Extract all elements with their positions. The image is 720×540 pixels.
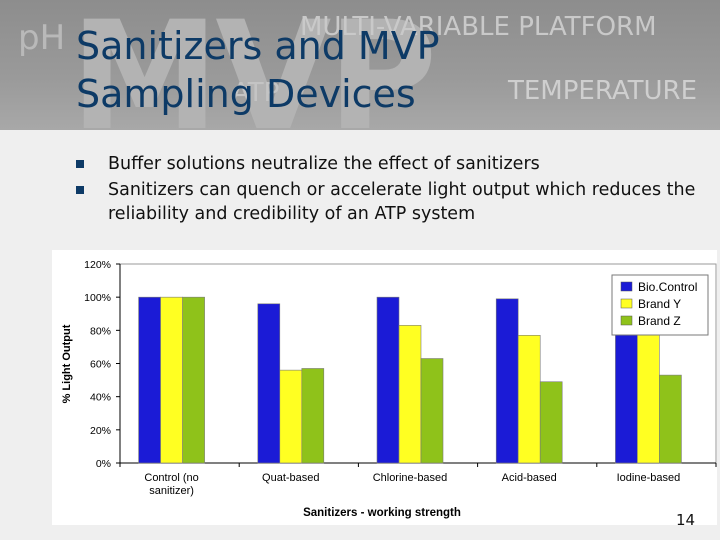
- slide-title: Sanitizers and MVP Sampling Devices: [76, 22, 440, 118]
- y-tick-label: 100%: [84, 292, 111, 304]
- square-bullet-icon: [76, 186, 84, 194]
- legend-label-1: Bio.Control: [638, 280, 697, 294]
- bullet-item: Sanitizers can quench or accelerate ligh…: [76, 178, 696, 226]
- legend-label-2: Brand Y: [638, 297, 681, 311]
- x-category-label: Control (no: [144, 472, 198, 484]
- y-tick-label: 120%: [84, 259, 111, 271]
- bar-2-3: [398, 325, 422, 464]
- bullet-text: Sanitizers can quench or accelerate ligh…: [108, 180, 696, 224]
- x-axis-title: Sanitizers - working strength: [303, 507, 461, 519]
- bar-1-4: [495, 298, 519, 464]
- bar-3-5: [659, 374, 682, 464]
- bar-3-1: [182, 296, 205, 464]
- legend-swatch-2: [620, 298, 633, 309]
- square-bullet-icon: [76, 160, 84, 168]
- x-category-label: Iodine-based: [617, 472, 681, 484]
- bar-1-2: [257, 303, 281, 464]
- watermark-atp-label: ATP: [232, 78, 280, 108]
- slide-title-line-2: Sampling Devices: [76, 72, 416, 116]
- x-category-label: Acid-based: [502, 472, 557, 484]
- slide-number: 14: [676, 511, 696, 529]
- bar-1-3: [376, 296, 400, 464]
- watermark-platform-label: MULTI-VARIABLE PLATFORM: [300, 12, 657, 42]
- watermark-ph: pH: [18, 18, 66, 58]
- bar-3-3: [420, 358, 444, 464]
- y-tick-label: 20%: [90, 425, 111, 437]
- y-tick-label: 0%: [96, 458, 111, 470]
- x-category-label: Quat-based: [262, 472, 319, 484]
- legend-swatch-3: [620, 315, 633, 326]
- bar-3-2: [301, 368, 325, 464]
- bullet-item: Buffer solutions neutralize the effect o…: [76, 152, 696, 176]
- slide-title-line-1: Sanitizers and MVP: [76, 24, 440, 68]
- bar-3-4: [539, 381, 563, 464]
- bar-2-4: [517, 335, 541, 464]
- y-axis-title: % Light Output: [61, 324, 73, 403]
- x-category-label: sanitizer): [149, 485, 194, 497]
- y-tick-label: 60%: [90, 359, 111, 371]
- title-banner: pH MVP MULTI-VARIABLE PLATFORM ATP TEMPE…: [0, 0, 720, 130]
- x-category-label: Chlorine-based: [373, 472, 448, 484]
- bullet-list: Buffer solutions neutralize the effect o…: [76, 152, 696, 228]
- bar-2-1: [160, 296, 183, 464]
- watermark-mvp: MVP: [70, 0, 437, 130]
- legend-label-3: Brand Z: [638, 314, 681, 328]
- bar-1-1: [138, 296, 161, 464]
- watermark-temperature-label: TEMPERATURE: [508, 76, 698, 106]
- bar-2-2: [279, 369, 303, 464]
- bullet-text: Buffer solutions neutralize the effect o…: [108, 154, 540, 174]
- y-tick-label: 80%: [90, 325, 111, 337]
- legend-swatch-1: [620, 281, 633, 292]
- y-tick-label: 40%: [90, 392, 111, 404]
